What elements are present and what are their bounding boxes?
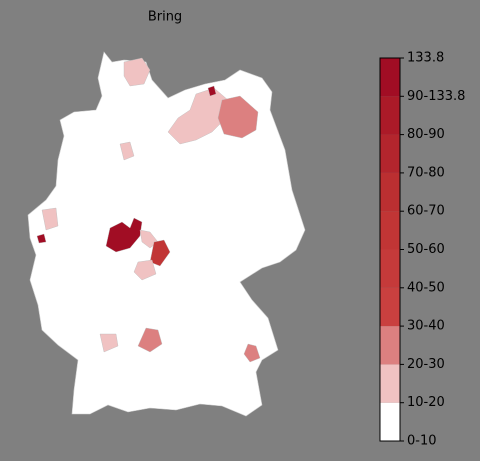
colorbar-tick-label: 133.8 bbox=[407, 51, 444, 66]
colorbar-tick-label: 50-60 bbox=[407, 242, 445, 257]
colorbar-segment bbox=[380, 172, 400, 212]
region bbox=[41, 207, 59, 231]
region bbox=[207, 85, 217, 97]
colorbar-tick-label: 80-90 bbox=[407, 127, 445, 142]
colorbar-tick-label: 20-30 bbox=[407, 357, 445, 372]
country-outline bbox=[27, 51, 306, 417]
region bbox=[36, 233, 47, 244]
colorbar-tick-label: 10-20 bbox=[407, 395, 445, 410]
region bbox=[167, 87, 229, 145]
colorbar-tick-label: 60-70 bbox=[407, 204, 445, 219]
region bbox=[123, 57, 151, 87]
colorbar-segment bbox=[380, 58, 400, 97]
region bbox=[99, 333, 119, 353]
colorbar-segment bbox=[380, 249, 400, 288]
colorbar-tick-label: 30-40 bbox=[407, 319, 445, 334]
region bbox=[149, 239, 171, 267]
map-title: Bring bbox=[148, 10, 182, 25]
region bbox=[133, 259, 157, 281]
colorbar: 0-10 10-20 20-30 30-40 40-50 50-60 60-70 70-80 8… bbox=[379, 51, 465, 449]
region bbox=[243, 343, 261, 363]
colorbar-segment bbox=[380, 402, 400, 441]
region bbox=[105, 217, 143, 253]
colorbar-tick-label: 70-80 bbox=[407, 165, 445, 180]
colorbar-segment bbox=[380, 96, 400, 135]
region bbox=[137, 327, 163, 353]
germany-map bbox=[27, 51, 306, 417]
colorbar-tick-label: 90-133.8 bbox=[407, 89, 465, 104]
colorbar-segment bbox=[380, 326, 400, 365]
region bbox=[217, 95, 259, 139]
colorbar-segment bbox=[380, 287, 400, 327]
colorbar-segment bbox=[380, 134, 400, 173]
colorbar-segment bbox=[380, 211, 400, 250]
colorbar-segment bbox=[380, 364, 400, 403]
region bbox=[119, 141, 135, 161]
colorbar-tick-label: 40-50 bbox=[407, 280, 445, 295]
colorbar-tick-label: 0-10 bbox=[407, 434, 437, 449]
